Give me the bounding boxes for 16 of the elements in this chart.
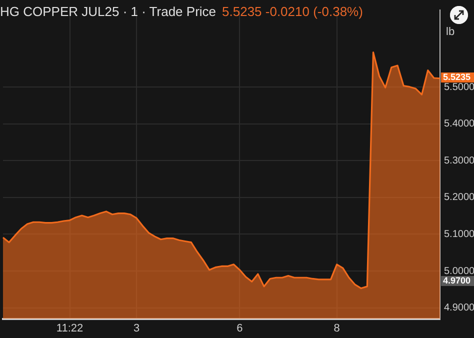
y-tick-label: 5.1000 [444, 229, 474, 240]
chart-subtitle: 5.5235 -0.0210 (-0.38%) [222, 4, 363, 19]
annotation: 4.9700 [443, 276, 471, 286]
y-tick-label: 5.0000 [444, 266, 474, 277]
annotation: 5.5235 [443, 72, 471, 82]
y-tick-label: 4.9000 [444, 302, 474, 314]
text: lb [446, 26, 455, 38]
x-tick-label: 3 [133, 322, 140, 334]
x-tick-label: 11:22 [56, 322, 84, 334]
x-tick-label: 6 [236, 322, 243, 334]
y-tick-label: 5.5000 [444, 82, 474, 93]
y-tick-label: 5.4000 [444, 118, 474, 130]
x-tick-label: 8 [334, 322, 340, 334]
y-tick-label: 5.2000 [444, 192, 474, 204]
chart-title: HG COPPER JUL25 · 1 · Trade Price [0, 4, 216, 19]
y-tick-label: 5.3000 [444, 155, 474, 166]
